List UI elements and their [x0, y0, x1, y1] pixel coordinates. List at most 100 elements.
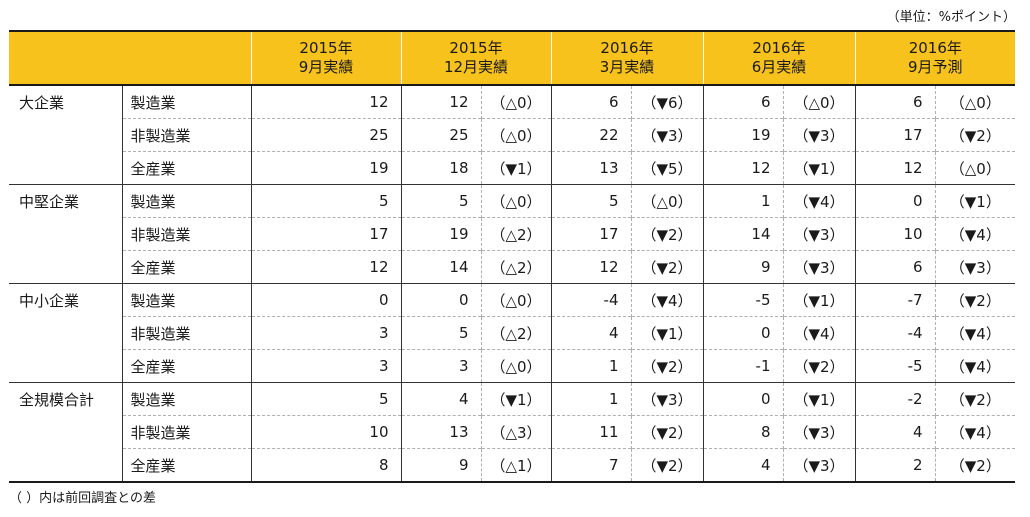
table-row: 全産業 19 18 （▼1） 13 （▼5） 12 （▼1） 12 （△0） — [9, 151, 1016, 185]
industry-label: 全産業 — [121, 349, 251, 383]
value-cell: 0 — [702, 382, 784, 416]
change-cell: （▼3） — [782, 118, 856, 152]
group-label: 大企業 — [19, 94, 65, 112]
value-cell: 11 — [550, 415, 631, 449]
value-cell: 8 — [250, 448, 401, 482]
change-cell: （▼2） — [934, 448, 1016, 482]
value-cell: 0 — [702, 316, 784, 350]
change-cell: （▼4） — [782, 316, 856, 350]
value-cell: 3 — [400, 349, 481, 383]
header-blank — [9, 30, 251, 86]
value-cell: 7 — [550, 448, 631, 482]
change-cell: （▼3） — [782, 415, 856, 449]
value-cell: 6 — [854, 250, 936, 284]
change-cell: （△0） — [480, 349, 551, 383]
change-cell: （△0） — [934, 151, 1016, 185]
industry-label: 製造業 — [121, 382, 251, 416]
change-cell: （▼3） — [782, 217, 856, 251]
change-cell: （▼1） — [782, 382, 856, 416]
change-cell: （▼3） — [934, 250, 1016, 284]
table-row: 中小企業 製造業 0 0 （△0） -4 （▼4） -5 （▼1） -7 （▼2） — [9, 283, 1016, 317]
value-cell: 13 — [550, 151, 631, 185]
value-cell: 25 — [250, 118, 401, 152]
value-cell: 9 — [400, 448, 481, 482]
value-cell: -4 — [854, 316, 936, 350]
change-cell: （▼4） — [934, 349, 1016, 383]
value-cell: 4 — [550, 316, 631, 350]
table-row: 非製造業 17 19 （△2） 17 （▼2） 14 （▼3） 10 （▼4） — [9, 217, 1016, 251]
industry-label: 非製造業 — [121, 415, 251, 449]
unit-label: （単位：%ポイント） — [886, 10, 1016, 25]
value-cell: 17 — [854, 118, 936, 152]
value-cell: 1 — [550, 382, 631, 416]
value-cell: 12 — [250, 85, 401, 119]
table-row: 全産業 12 14 （△2） 12 （▼2） 9 （▼3） 6 （▼3） — [9, 250, 1016, 284]
industry-label: 製造業 — [121, 283, 251, 317]
table-row: 中堅企業 製造業 5 5 （△0） 5 （△0） 1 （▼4） 0 （▼1） — [9, 184, 1016, 218]
change-cell: （△1） — [480, 448, 551, 482]
value-cell: 6 — [702, 85, 784, 119]
value-cell: 0 — [400, 283, 481, 317]
header-row: 2015年 9月実績 2015年 12月実績 2016年 3月実績 2016年 6月実績… — [9, 30, 1016, 86]
table-row: 全規模合計 製造業 5 4 （▼1） 1 （▼3） 0 （▼1） -2 （▼2） — [9, 382, 1016, 416]
header-col-3: 2016年 3月実績 — [550, 30, 704, 86]
change-cell: （▼1） — [934, 184, 1016, 218]
header-col-5: 2016年 9月予測 — [854, 30, 1016, 86]
value-cell: -5 — [702, 283, 784, 317]
value-cell: 12 — [702, 151, 784, 185]
change-cell: （▼2） — [630, 250, 704, 284]
value-cell: 8 — [702, 415, 784, 449]
industry-label: 非製造業 — [121, 118, 251, 152]
value-cell: -4 — [550, 283, 631, 317]
change-cell: （▼2） — [630, 217, 704, 251]
value-cell: 12 — [854, 151, 936, 185]
value-cell: 4 — [854, 415, 936, 449]
group-label: 中堅企業 — [19, 193, 80, 211]
change-cell: （▼3） — [630, 118, 704, 152]
header-col-4: 2016年 6月実績 — [702, 30, 856, 86]
change-cell: （▼4） — [934, 217, 1016, 251]
change-cell: （▼2） — [630, 448, 704, 482]
value-cell: 22 — [550, 118, 631, 152]
industry-label: 製造業 — [121, 85, 251, 119]
change-cell: （▼1） — [630, 316, 704, 350]
value-cell: -5 — [854, 349, 936, 383]
change-cell: （△2） — [480, 250, 551, 284]
survey-table: 2015年 9月実績 2015年 12月実績 2016年 3月実績 2016年 6月実績… — [9, 30, 1016, 483]
value-cell: 13 — [400, 415, 481, 449]
change-cell: （▼1） — [782, 151, 856, 185]
change-cell: （△0） — [480, 283, 551, 317]
table-row: 全産業 3 3 （△0） 1 （▼2） -1 （▼2） -5 （▼4） — [9, 349, 1016, 383]
change-cell: （△0） — [934, 85, 1016, 119]
value-cell: 3 — [250, 316, 401, 350]
value-cell: -2 — [854, 382, 936, 416]
value-cell: 6 — [550, 85, 631, 119]
industry-label: 製造業 — [121, 184, 251, 218]
change-cell: （△0） — [782, 85, 856, 119]
change-cell: （▼3） — [782, 448, 856, 482]
value-cell: 14 — [702, 217, 784, 251]
table-body: 大企業 製造業 12 12 （△0） 6 （▼6） 6 （△0） 6 （△0） 非製造業 25 25 （△0… — [9, 85, 1016, 482]
value-cell: 17 — [250, 217, 401, 251]
change-cell: （▼2） — [630, 415, 704, 449]
change-cell: （▼2） — [630, 349, 704, 383]
value-cell: 14 — [400, 250, 481, 284]
industry-label: 全産業 — [121, 151, 251, 185]
change-cell: （△2） — [480, 217, 551, 251]
change-cell: （△0） — [630, 184, 704, 218]
change-cell: （▼1） — [480, 151, 551, 185]
change-cell: （▼3） — [630, 382, 704, 416]
industry-label: 非製造業 — [121, 217, 251, 251]
change-cell: （▼2） — [934, 283, 1016, 317]
group-label: 全規模合計 — [19, 391, 95, 409]
value-cell: 1 — [702, 184, 784, 218]
table-row: 非製造業 25 25 （△0） 22 （▼3） 19 （▼3） 17 （▼2） — [9, 118, 1016, 152]
value-cell: 19 — [702, 118, 784, 152]
change-cell: （▼4） — [934, 415, 1016, 449]
change-cell: （▼2） — [782, 349, 856, 383]
value-cell: 19 — [400, 217, 481, 251]
value-cell: 10 — [250, 415, 401, 449]
value-cell: 2 — [854, 448, 936, 482]
footnote: （ ）内は前回調査との差 — [9, 491, 157, 506]
change-cell: （△2） — [480, 316, 551, 350]
